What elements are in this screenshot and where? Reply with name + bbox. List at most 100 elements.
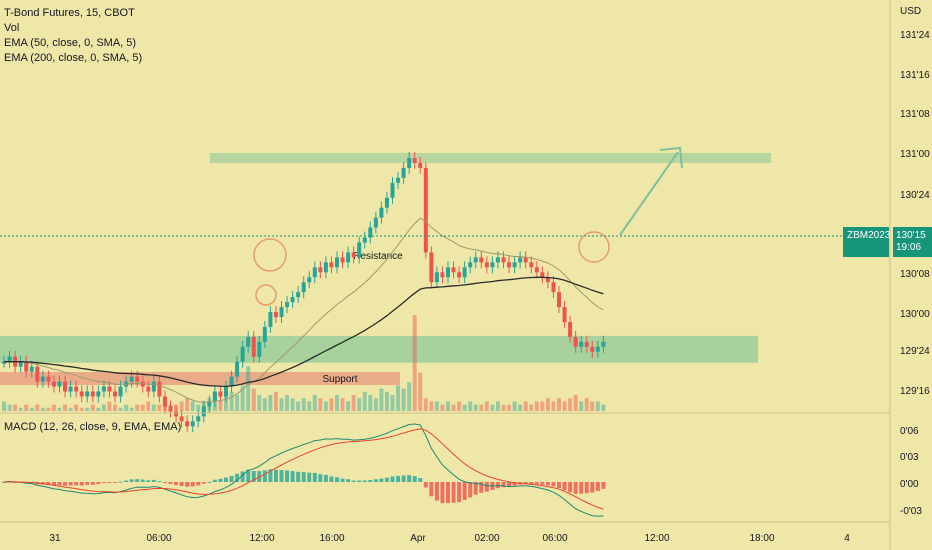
- candle-body: [346, 252, 351, 263]
- volume-bar: [146, 401, 151, 411]
- macd-histogram-bar: [190, 482, 195, 487]
- macd-histogram-bar: [301, 472, 306, 482]
- volume-bar: [96, 407, 101, 411]
- volume-bar: [296, 401, 301, 411]
- volume-bar: [357, 398, 362, 411]
- macd-histogram-bar: [451, 482, 456, 503]
- macd-histogram-bar: [540, 482, 545, 485]
- volume-bar: [490, 404, 495, 411]
- volume-bar: [412, 315, 417, 411]
- macd-histogram-bar: [290, 471, 295, 482]
- legend-ema50: EMA (50, close, 0, SMA, 5): [4, 37, 137, 49]
- candlestick-series[interactable]: [2, 152, 606, 433]
- top-zone: [210, 153, 771, 163]
- candle-body: [7, 356, 12, 362]
- macd-histogram-bar: [162, 482, 167, 483]
- candle-body: [351, 252, 356, 258]
- volume-bar: [484, 401, 489, 411]
- volume-bar: [407, 382, 412, 411]
- candle-body: [545, 277, 550, 283]
- macd-histogram-bar: [79, 482, 84, 486]
- time-tick-label: Apr: [410, 533, 426, 544]
- candle-body: [90, 391, 95, 397]
- candle-body: [323, 262, 328, 273]
- volume-bar: [512, 401, 517, 411]
- candle-body: [157, 381, 162, 397]
- volume-bar: [495, 401, 500, 411]
- macd-histogram-bar: [335, 477, 339, 482]
- macd-histogram-bar: [224, 477, 228, 482]
- candle-body: [57, 381, 62, 387]
- candle-body: [251, 336, 256, 357]
- macd-histogram-bar: [512, 482, 517, 486]
- candle-body: [312, 267, 317, 278]
- candle-body: [412, 158, 417, 163]
- volume-bar: [562, 401, 567, 411]
- volume-bar: [551, 401, 556, 411]
- arrow-head: [659, 146, 683, 169]
- volume-bar: [107, 401, 112, 411]
- macd-histogram-bar: [185, 482, 190, 487]
- macd-histogram-bar: [101, 482, 106, 483]
- volume-bar: [246, 366, 251, 411]
- volume-bar: [351, 395, 356, 411]
- candle-body: [568, 321, 573, 337]
- time-tick-label: 02:00: [474, 533, 499, 544]
- time-tick-label: 06:00: [146, 533, 171, 544]
- candle-body: [584, 341, 589, 347]
- macd-histogram-bar: [68, 482, 73, 486]
- volume-bar: [240, 385, 245, 411]
- volume-bar: [384, 391, 389, 411]
- candle-body: [340, 257, 345, 263]
- volume-bar: [2, 401, 6, 411]
- volume-bar: [190, 401, 195, 411]
- macd-histogram-bar: [212, 479, 217, 482]
- volume-bar: [251, 388, 256, 411]
- macd-histogram-bar: [595, 482, 600, 491]
- volume-bar: [401, 388, 406, 411]
- volume-bar: [396, 385, 401, 411]
- macd-histogram-bar: [196, 482, 201, 486]
- candle-body: [235, 361, 240, 377]
- candle-body: [135, 376, 140, 382]
- macd-line: [3, 423, 604, 517]
- candle-body: [212, 391, 217, 402]
- volume-bar: [85, 407, 90, 411]
- candle-body: [590, 346, 595, 352]
- macd-histogram-bar: [457, 482, 462, 503]
- volume-bar: [196, 404, 201, 411]
- price-tick-label: 129'24: [900, 346, 930, 357]
- macd-histogram-bar: [473, 482, 478, 495]
- volume-bar: [584, 398, 589, 411]
- price-tick-label: 130'00: [900, 309, 930, 320]
- candle-body: [573, 336, 578, 347]
- macd-histogram-bar: [601, 482, 606, 489]
- candle-body: [240, 346, 245, 362]
- volume-bar: [46, 407, 51, 411]
- time-tick-label: 18:00: [749, 533, 774, 544]
- highlight-circle: [253, 238, 287, 272]
- candle-body: [529, 262, 534, 268]
- macd-tick-label: 0'06: [900, 426, 919, 437]
- macd-histogram-bar: [462, 482, 467, 500]
- candle-body: [501, 257, 506, 263]
- candle-body: [396, 177, 401, 183]
- volume-bar: [518, 404, 523, 411]
- macd-histogram-bar: [501, 482, 506, 488]
- price-tick-label: 130'24: [900, 190, 930, 201]
- highlight-circle: [255, 284, 277, 306]
- macd-histogram-bar: [373, 479, 378, 482]
- volume-bar: [473, 404, 478, 411]
- volume-bar: [279, 398, 284, 411]
- macd-histogram-bar: [434, 482, 439, 501]
- legend-vol: Vol: [4, 22, 20, 34]
- volume-bar: [285, 395, 290, 411]
- macd-histogram-bar: [401, 475, 406, 482]
- macd-histogram-bar: [545, 482, 550, 486]
- macd-histogram-bar: [584, 482, 589, 494]
- macd-histogram-bar: [240, 471, 245, 482]
- macd-histogram-bar: [440, 482, 445, 504]
- candle-body: [401, 167, 406, 178]
- candle-body: [201, 406, 206, 417]
- volume-bar: [218, 401, 223, 411]
